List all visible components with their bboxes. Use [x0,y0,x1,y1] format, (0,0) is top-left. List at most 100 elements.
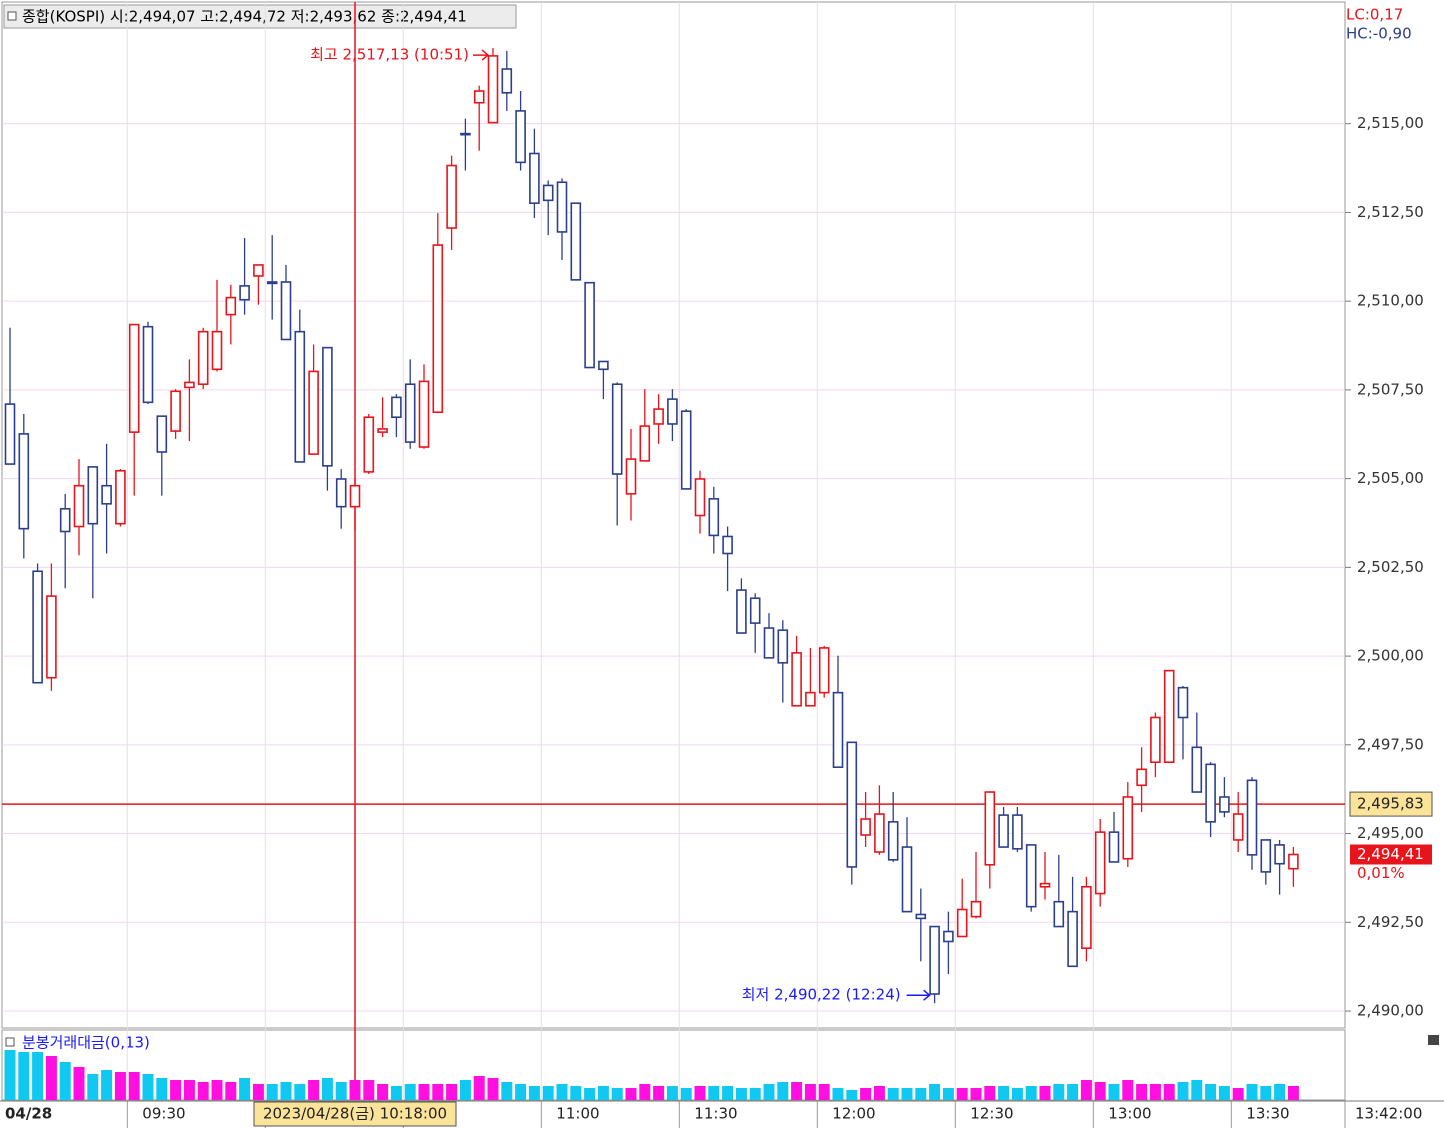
header: 종합(KOSPI) 시:2,494,07 고:2,494,72 저:2,493,… [22,8,467,26]
volume-bar [542,1086,554,1100]
candle-body [901,846,913,913]
candle-body [887,821,899,861]
hc-label: HC:-0,90 [1346,25,1412,43]
candle-body [1274,844,1285,865]
candle-body [1067,910,1078,968]
volume-bar [459,1080,471,1100]
candle-body [294,330,306,463]
volume-bar [363,1080,375,1100]
volume-bar [59,1062,71,1100]
volume-bar [956,1088,968,1100]
volume-bar [1025,1086,1037,1100]
lc-label: LC:0,17 [1346,6,1403,24]
candle-body [391,396,402,419]
y-tick-label: 2,505,00 [1357,469,1424,487]
candle-body [749,597,761,624]
pane-close-icon[interactable] [1428,1035,1439,1045]
volume-bar [901,1088,913,1100]
candle-body [818,647,830,694]
candle-body [1122,796,1134,860]
volume-bar [1218,1086,1230,1100]
volume-bar [1122,1080,1134,1100]
volume-bar [528,1086,540,1100]
candle-body [570,202,582,281]
volume-bar [556,1084,568,1100]
volume-bar [584,1088,596,1100]
candle-body [998,814,1009,848]
volume-bar [970,1088,982,1100]
candle-body [943,930,954,943]
volume-bar [377,1084,389,1100]
volume-bar [1232,1088,1244,1100]
candle-body [1177,686,1189,719]
candle-body [1081,885,1092,950]
x-tick-label: 13:00 [1108,1105,1151,1123]
candle-body [473,90,485,104]
candle-body [335,478,347,508]
volume-bar [1011,1088,1023,1100]
volume-bar [515,1084,527,1100]
candle-body [1191,746,1203,793]
candle-body [404,383,416,443]
x-tick-label: 13:30 [1246,1105,1289,1123]
volume-bar [639,1084,651,1100]
candle-body [225,296,237,316]
volume-bar [308,1080,320,1100]
volume-bar [32,1052,44,1100]
candle-body [653,408,664,425]
volume-bar [280,1082,292,1100]
volume-bar [432,1084,444,1100]
candle-body [170,390,181,432]
candle-body [1163,669,1175,764]
volume-bar [501,1082,513,1100]
volume-bar [1136,1084,1148,1100]
candle-body [1205,763,1216,823]
candle-body [59,507,71,533]
volume-bar [446,1084,458,1100]
volume-bar [4,1050,16,1100]
x-tick-label: 11:30 [694,1105,737,1123]
candle-body [736,589,747,634]
volume-bar [611,1088,623,1100]
volume-bar [156,1078,168,1100]
max-label: 최고 2,517,13 (10:51) [310,46,469,64]
candle-body [446,164,457,229]
candle-body [280,281,292,341]
volume-bar [114,1072,126,1100]
candle-body [460,132,471,136]
price-line-box [1349,791,1433,817]
y-tick-label: 2,510,00 [1357,292,1424,310]
volume-bar [87,1074,99,1100]
candle-body [87,466,99,525]
header-icon [7,11,17,21]
crosshair-box [253,1101,457,1127]
min-arrow [906,989,931,1001]
candle-body [832,691,844,768]
candle-body [1053,900,1065,928]
x-tick-label: 11:00 [556,1105,599,1123]
volume-bar [211,1080,223,1100]
candle-body [984,791,996,866]
volume-bar [832,1088,844,1100]
volume-bar [1177,1082,1189,1100]
volume-bar [73,1067,85,1100]
candle-body [598,360,609,371]
x-end-label: 13:42:00 [1355,1105,1422,1123]
volume-bar [1149,1084,1161,1100]
x-tick-label: 09:30 [142,1105,185,1123]
y-tick-label: 2,507,50 [1357,380,1424,398]
y-tick-label: 2,492,50 [1357,913,1424,931]
volume-bar [1274,1084,1286,1100]
candle-body [915,913,927,920]
volume-bar [101,1070,113,1100]
y-tick-label: 2,500,00 [1357,647,1424,665]
volume-bar [722,1086,734,1100]
candle-body [805,691,816,707]
volume-bar [335,1082,347,1100]
candle-body [156,415,168,453]
volume-bar [266,1084,278,1100]
candle-body [1219,796,1230,813]
candle-body [253,264,264,277]
